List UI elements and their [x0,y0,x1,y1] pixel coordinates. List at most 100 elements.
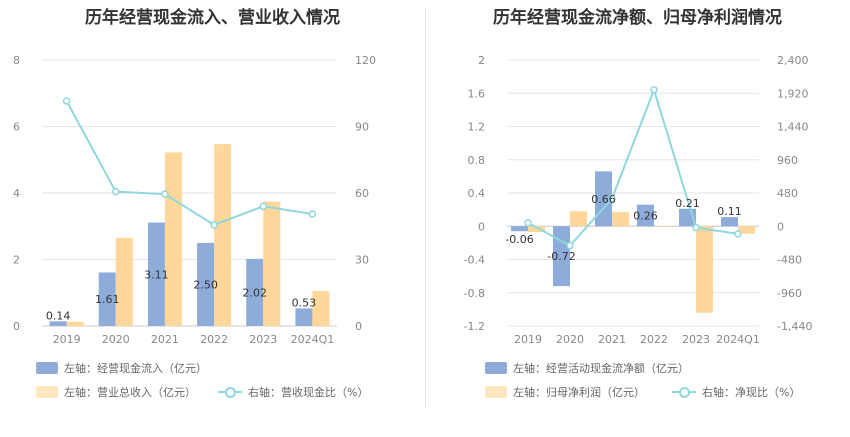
left-bar-series1 [197,242,215,326]
left-left-tick: 2 [13,254,20,267]
left-left-tick: 4 [13,187,20,200]
right-left-tick: 0.4 [468,187,486,200]
right-x-tick: 2019 [514,333,542,346]
left-data-label: 0.14 [46,309,71,322]
right-legend-line-swatch [672,386,696,398]
left-line-point [210,221,218,229]
left-data-label: 2.50 [193,278,218,291]
right-bar-series1 [637,204,654,227]
left-legend-line[interactable]: 右轴：营收现金比（%） [218,384,368,400]
left-bar-series1 [147,222,165,326]
left-bar-series2 [263,201,281,326]
right-legend-bar2-swatch [485,386,507,398]
right-data-label: -0.72 [547,250,575,263]
left-x-tick: 2024Q1 [291,333,335,346]
right-legend-line[interactable]: 右轴：净现比（%） [672,384,800,400]
right-legend-bar1-swatch [485,362,507,374]
right-right-tick: 1,440 [777,121,809,134]
right-x-tick: 2020 [556,333,584,346]
right-bar-series2 [612,212,629,227]
right-line-point [650,86,658,94]
right-x-tick: 2021 [598,333,626,346]
right-right-tick: 1,920 [777,87,809,100]
right-legend-bar1[interactable]: 左轴：经营活动现金流净额（亿元） [485,360,689,376]
right-chart-title: 历年经营现金流净额、归母净利润情况 [493,8,782,28]
left-bar-series2 [214,144,232,326]
left-legend-bar1-swatch [36,362,58,374]
right-left-tick: 1.2 [468,121,486,134]
left-x-tick: 2020 [102,333,130,346]
left-data-label: 0.53 [292,296,317,309]
right-bar-series2 [528,226,545,233]
right-chart-panel: 历年经营现金流净额、归母净利润情况 -1.2 -0.8 -0.4 0 0.4 0.8 1.2… [425,0,850,437]
left-legend-bar2-swatch [36,386,58,398]
left-line-point [112,187,120,196]
left-line-point [161,190,169,198]
left-bar-series2 [115,237,133,326]
right-left-tick: 1.6 [468,87,486,100]
right-data-label: 0.11 [717,205,742,218]
right-line-point [566,241,574,250]
left-data-label: 1.61 [95,293,120,306]
right-bar-series1 [511,226,528,232]
right-right-tick: 2,400 [777,54,809,67]
left-right-tick: 60 [355,187,369,200]
right-line-series [527,86,739,247]
left-legend-line-label: 右轴：营收现金比（%） [248,386,369,399]
left-x-tick: 2021 [151,333,179,346]
right-bar-series2 [696,226,713,313]
right-data-label: 0.66 [591,193,616,206]
left-right-tick: 90 [355,121,369,134]
left-right-tick: 120 [355,54,376,67]
right-data-label: 0.26 [633,209,658,222]
right-left-tick: 0.8 [468,154,486,167]
left-x-tick: 2023 [249,333,277,346]
left-legend-bar1[interactable]: 左轴：经营现金流入（亿元） [36,360,207,376]
left-left-tick: 8 [13,54,20,67]
right-bar-series1 [553,226,570,287]
right-right-tick: 0 [777,220,784,233]
right-x-tick: 2023 [682,333,710,346]
right-x-tick: 2022 [640,333,668,346]
right-legend-bar2[interactable]: 左轴：归母净利润（亿元） [485,384,645,400]
left-chart-title: 历年经营现金流入、营业收入情况 [85,8,340,28]
right-legend-bar1-label: 左轴：经营活动现金流净额（亿元） [513,362,689,375]
panel-divider [425,8,426,408]
left-right-tick: 0 [355,320,362,333]
right-left-tick: -1.2 [464,320,485,333]
left-legend-bar2-label: 左轴：营业总收入（亿元） [64,386,196,399]
right-right-tick: -480 [777,254,802,267]
left-legend-line-swatch [218,386,242,398]
right-line-point [608,194,616,203]
left-x-tick: 2022 [200,333,228,346]
right-legend-line-label: 右轴：净现比（%） [702,386,801,399]
left-bar-series1 [246,258,264,326]
left-data-label: 3.11 [144,268,169,281]
right-line-point [692,223,700,232]
left-line-point [308,210,317,218]
left-chart-panel: 历年经营现金流入、营业收入情况 0 2 4 6 8 0 30 60 90 120 2019 2020 2… [13,8,376,400]
left-chart-svg: 0 2 4 6 8 0 30 60 90 120 2019 2020 2021 2022 2023 2024Q… [13,54,376,346]
left-bar-series2 [66,321,84,326]
right-legend-bar2-label: 左轴：归母净利润（亿元） [513,386,645,399]
right-right-tick: 960 [777,154,798,167]
left-line-point [259,202,267,211]
left-data-label: 2.02 [243,286,268,299]
right-data-label: -0.06 [505,233,533,246]
left-legend-bar2[interactable]: 左轴：营业总收入（亿元） [36,384,196,400]
right-right-tick: 480 [777,187,798,200]
right-bar-series1 [721,217,738,227]
left-bar-series2 [312,291,330,326]
right-line-point [734,230,742,238]
left-bar-series2 [164,152,182,326]
right-right-tick: -1,440 [777,320,812,333]
right-bar-series2 [738,226,755,234]
left-x-tick: 2019 [53,333,81,346]
right-right-tick: -960 [777,287,802,300]
right-left-tick: -0.8 [464,287,485,300]
left-bar-series1 [295,308,313,326]
left-line-point [62,97,71,105]
left-legend-bar1-label: 左轴：经营现金流入（亿元） [64,362,207,375]
left-left-tick: 0 [13,320,20,333]
left-left-tick: 6 [13,121,20,134]
